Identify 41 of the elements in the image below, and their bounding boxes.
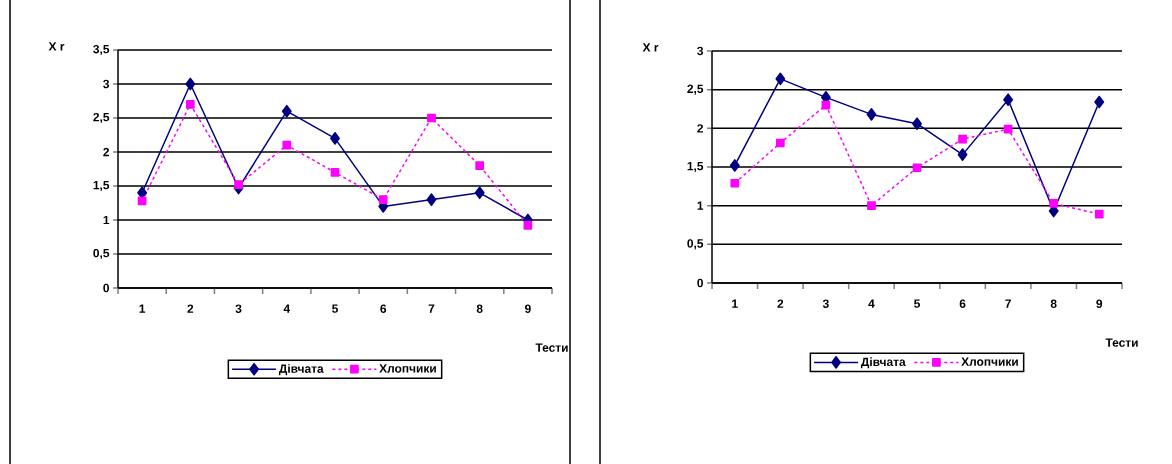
legend-label: Хлопчики bbox=[379, 364, 436, 373]
x-tick-label: 2 bbox=[187, 304, 194, 313]
x-tick-label: 9 bbox=[524, 304, 531, 313]
x-axis-title: Тести bbox=[535, 343, 568, 352]
y-tick-label: 0 bbox=[697, 278, 703, 288]
y-tick-label: 3,5 bbox=[93, 44, 110, 56]
x-tick-label: 7 bbox=[1005, 299, 1011, 308]
x-tick-label: 1 bbox=[139, 304, 146, 313]
x-tick-label: 4 bbox=[283, 304, 291, 313]
y-tick-label: 1 bbox=[103, 215, 110, 225]
y-tick-label: 2 bbox=[697, 124, 704, 133]
x-tick-label: 2 bbox=[777, 299, 784, 308]
y-tick-label: 3 bbox=[103, 79, 110, 89]
y-tick-label: 0,5 bbox=[687, 239, 704, 250]
y-tick-label: 1,5 bbox=[687, 161, 704, 173]
x-tick-label: 9 bbox=[1096, 299, 1103, 308]
legend-label: Дівчата bbox=[278, 364, 324, 376]
y-tick-label: 2 bbox=[103, 147, 110, 157]
legend-label: Хлопчики bbox=[961, 357, 1018, 366]
x-tick-label: 8 bbox=[476, 304, 483, 313]
y-tick-label: 1 bbox=[697, 201, 704, 210]
y-tick-label: 0,5 bbox=[93, 248, 110, 260]
x-tick-label: 7 bbox=[428, 304, 435, 313]
x-tick-label: 5 bbox=[332, 304, 338, 313]
x-tick-label: 3 bbox=[822, 299, 829, 308]
x-tick-label: 3 bbox=[235, 304, 242, 313]
y-tick-label: 3 bbox=[697, 46, 704, 56]
x-tick-label: 5 bbox=[914, 299, 920, 308]
y-tick-label: 2,5 bbox=[93, 112, 110, 124]
y-axis-title: X r bbox=[48, 42, 65, 51]
y-tick-label: 1,5 bbox=[93, 180, 110, 192]
x-tick-label: 6 bbox=[380, 304, 387, 313]
y-axis-title: X r bbox=[642, 43, 659, 52]
y-tick-label: 0 bbox=[103, 283, 109, 293]
x-tick-label: 6 bbox=[959, 299, 966, 308]
x-axis-title: Тести bbox=[1105, 338, 1138, 347]
x-tick-label: 4 bbox=[868, 299, 875, 308]
x-tick-label: 8 bbox=[1050, 299, 1057, 308]
legend-label: Дівчата bbox=[860, 357, 906, 369]
x-tick-label: 1 bbox=[732, 299, 738, 308]
y-tick-label: 2,5 bbox=[687, 84, 704, 95]
